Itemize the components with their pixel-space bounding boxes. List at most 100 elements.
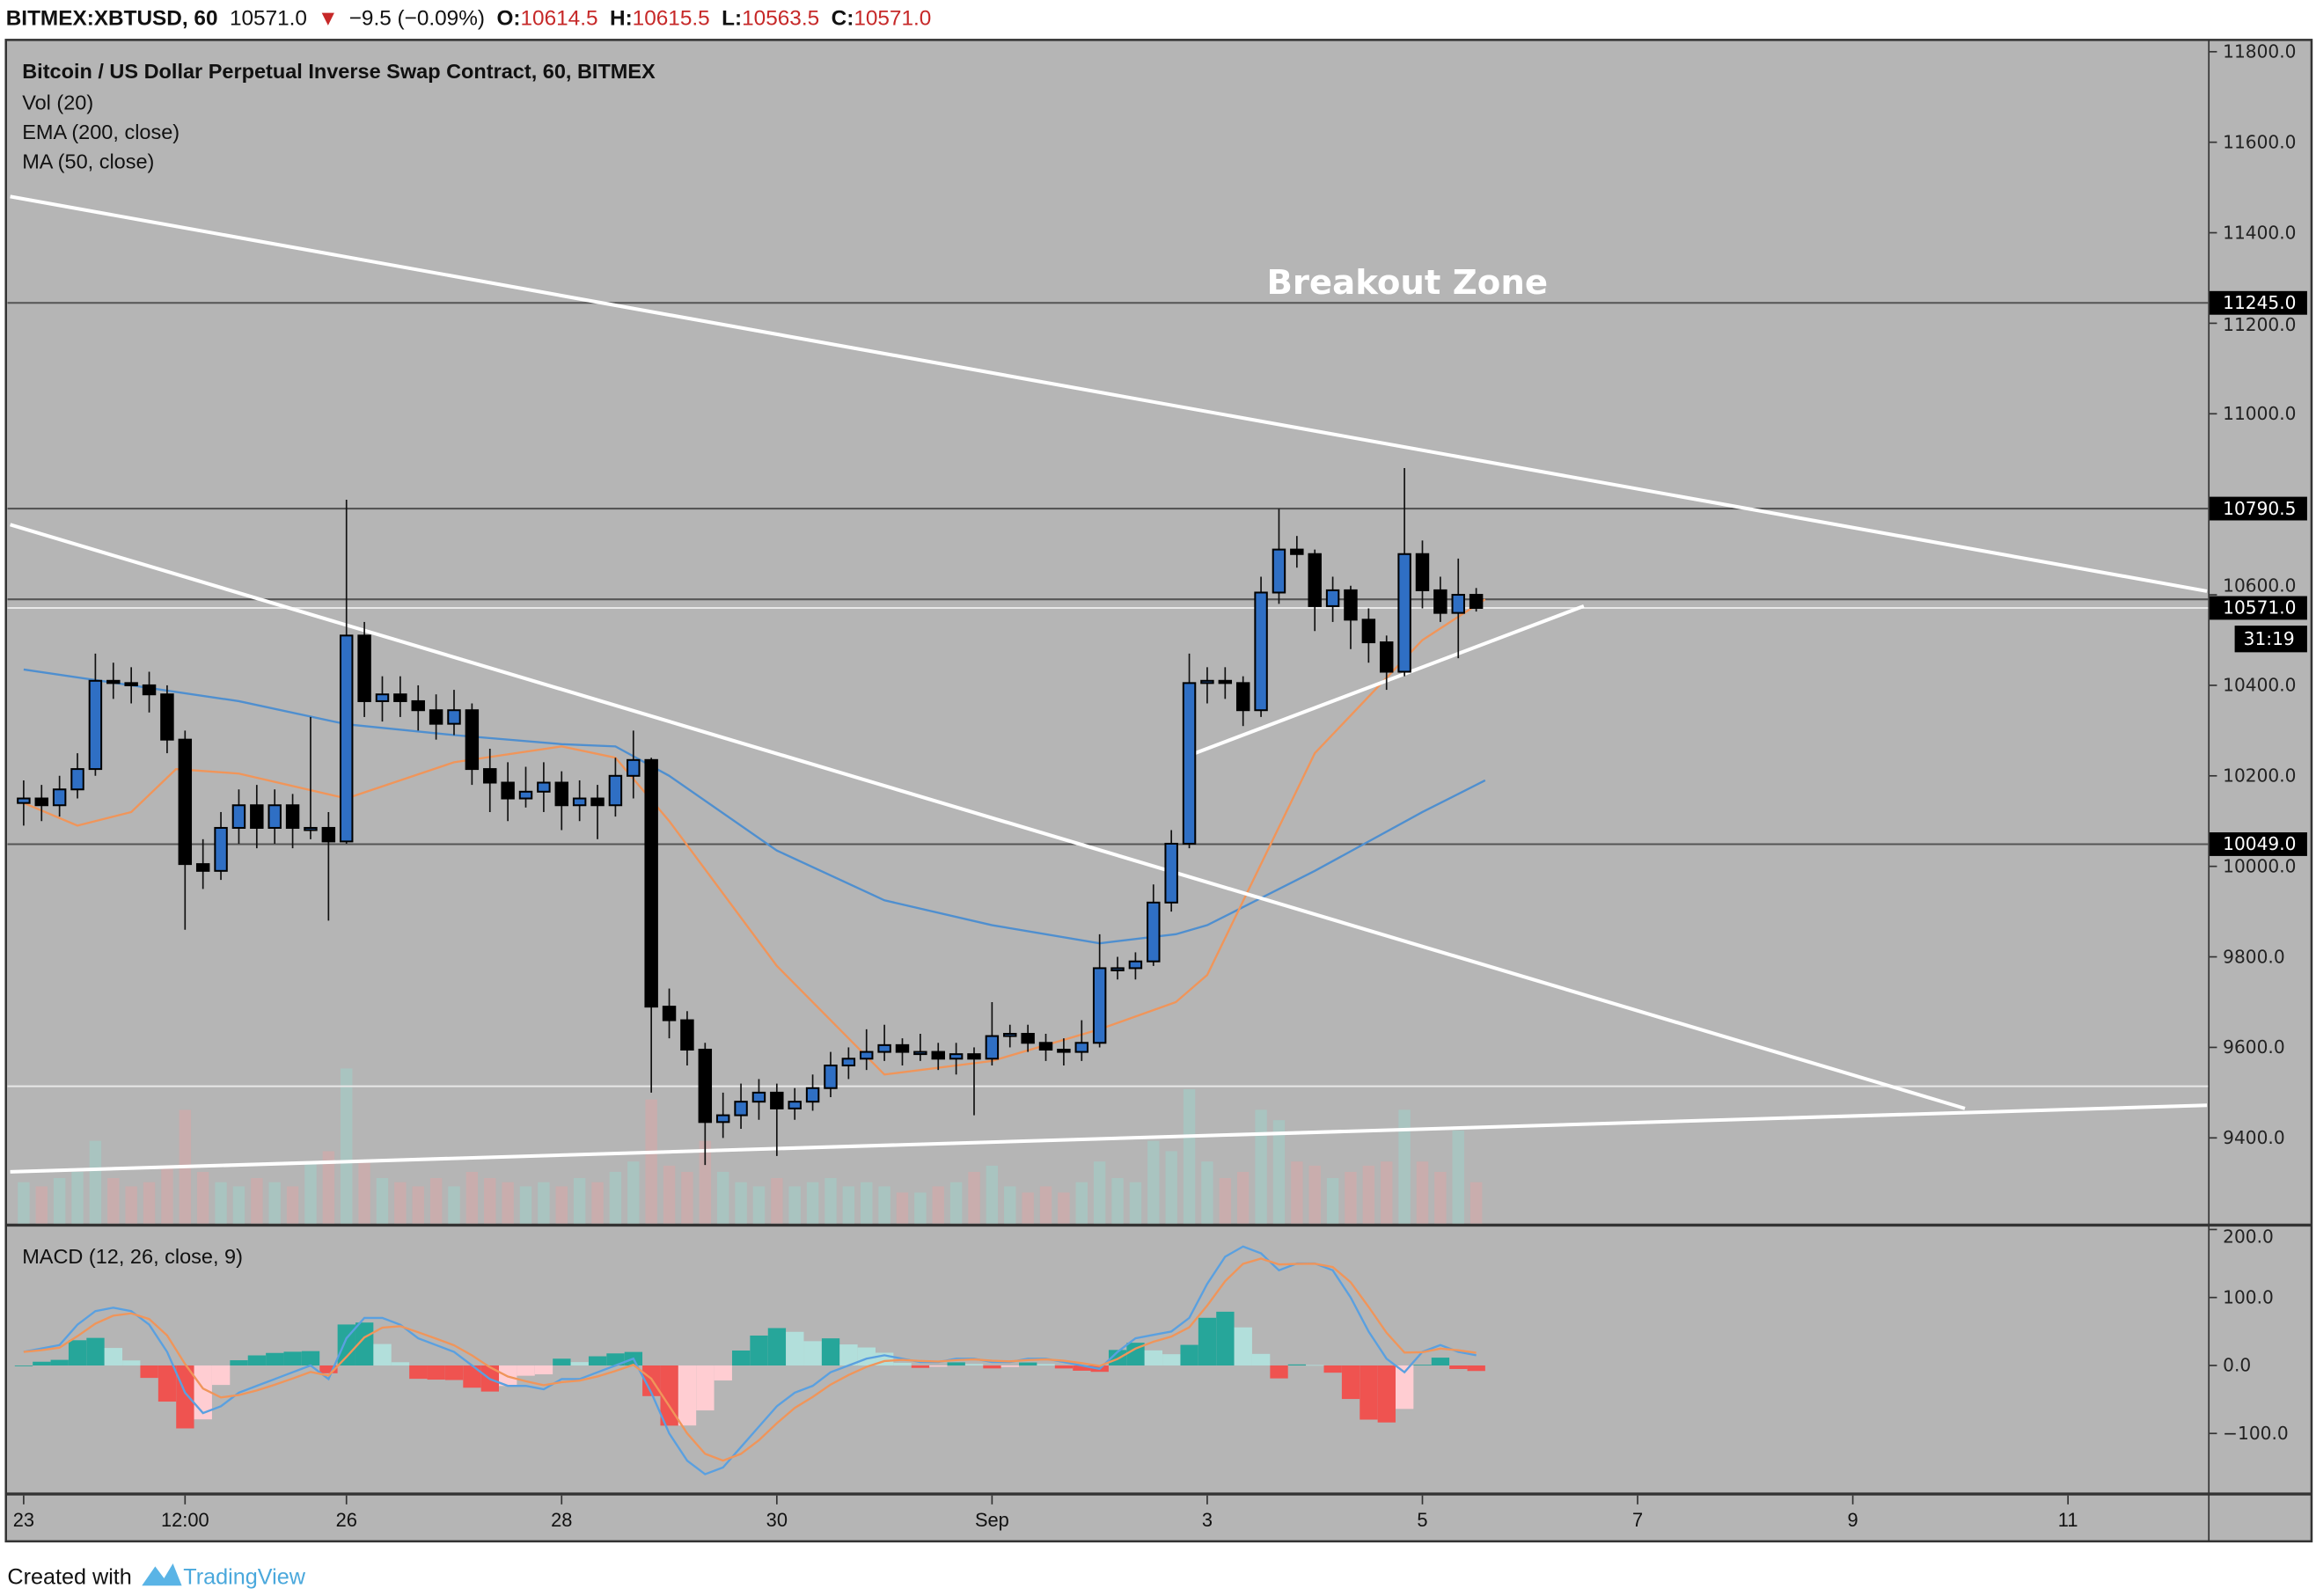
- macd-histogram-bar: [1431, 1358, 1450, 1365]
- candle-body: [824, 1065, 838, 1089]
- high-label: H:: [610, 7, 633, 31]
- macd-histogram-bar: [964, 1364, 984, 1365]
- candle-body: [214, 826, 228, 872]
- macd-histogram-bar: [750, 1335, 768, 1365]
- volume-bar: [484, 1178, 496, 1224]
- price-axis[interactable]: 11245.0 10790.5 10571.0 10049.0 31:19 11800.0…: [2210, 41, 2307, 1149]
- volume-bar: [322, 1151, 335, 1224]
- candle-body: [1074, 1042, 1089, 1053]
- candle-up: [375, 676, 390, 722]
- time-tick-label: Sep: [975, 1509, 1009, 1531]
- candle-down: [124, 667, 138, 704]
- trendline[interactable]: [10, 1103, 2208, 1174]
- candle-body: [1254, 591, 1268, 712]
- macd-tick-label: 0.0: [2223, 1355, 2251, 1376]
- candle-body: [572, 797, 587, 807]
- candle-body: [841, 1058, 856, 1067]
- candle-body: [1218, 679, 1233, 685]
- macd-tick-label: −100.0: [2223, 1423, 2289, 1444]
- candle-up: [788, 1087, 802, 1120]
- volume-bar: [1362, 1165, 1375, 1224]
- macd-histogram-bar: [1323, 1365, 1342, 1373]
- candle-down: [1361, 608, 1376, 663]
- candle-up: [734, 1083, 748, 1130]
- candle-body: [501, 781, 515, 800]
- macd-histogram-bar: [68, 1340, 87, 1365]
- legend-vol: Vol (20): [22, 91, 93, 113]
- macd-histogram-bar: [1396, 1365, 1414, 1409]
- trendline[interactable]: [1192, 604, 1585, 756]
- candle-down: [1038, 1034, 1053, 1061]
- volume-bar: [1022, 1192, 1034, 1224]
- candle-up: [1128, 952, 1143, 980]
- price-pane[interactable]: [7, 194, 2209, 1224]
- macd-histogram-bar: [786, 1331, 804, 1365]
- candle-up: [1200, 667, 1214, 704]
- macd-histogram-bar: [1341, 1365, 1360, 1400]
- time-tick-label: 12:00: [161, 1509, 209, 1531]
- time-tick-label: 30: [766, 1509, 788, 1531]
- candle-body: [447, 709, 461, 725]
- symbol-header: BITMEX:XBTUSD, 60 10571.0 ▼ −9.5 (−0.09%…: [6, 7, 932, 31]
- candle-down: [698, 1043, 713, 1166]
- trendline[interactable]: [10, 523, 1966, 1110]
- tradingview-logo[interactable]: TradingView: [142, 1563, 306, 1590]
- candles: [17, 468, 1484, 1166]
- macd-histogram-bar: [1073, 1365, 1091, 1371]
- candle-up: [1397, 468, 1411, 677]
- candle-body: [88, 679, 103, 771]
- volume-bar: [968, 1171, 980, 1224]
- breakout-zone-label: Breakout Zone: [1266, 263, 1548, 303]
- price-level-label: 10049.0: [2223, 833, 2296, 854]
- candle-body: [590, 797, 605, 807]
- macd-histogram-bar: [983, 1365, 1001, 1369]
- macd-histogram-bar: [1270, 1365, 1288, 1379]
- volume-bar: [1165, 1151, 1177, 1224]
- price-level-label: 10571.0: [2223, 597, 2296, 619]
- candle-body: [1038, 1042, 1053, 1051]
- price-level-badge: [2210, 832, 2307, 856]
- candle-body: [106, 679, 121, 685]
- macd-tick-label: 200.0: [2223, 1226, 2274, 1248]
- chart-frame: [4, 39, 2313, 1543]
- volume-bar: [1398, 1109, 1411, 1224]
- tradingview-brand: TradingView: [183, 1565, 305, 1590]
- volume-bar: [878, 1186, 890, 1224]
- volume-bar: [35, 1186, 48, 1224]
- volume-bar: [340, 1068, 353, 1224]
- candle-up: [877, 1024, 891, 1061]
- macd-histogram-bar: [1449, 1365, 1468, 1370]
- candle-up: [627, 730, 641, 799]
- volume-bar: [286, 1186, 299, 1224]
- candle-down: [644, 758, 658, 1093]
- candle-down: [321, 811, 336, 921]
- candle-up: [214, 811, 228, 881]
- macd-histogram-bar: [266, 1352, 284, 1365]
- macd-histogram-bar: [50, 1359, 69, 1365]
- trendline[interactable]: [10, 194, 2208, 593]
- candle-body: [1361, 619, 1376, 644]
- candle-down: [1290, 536, 1304, 568]
- macd-histogram-bar: [373, 1343, 392, 1365]
- volume-bar: [1219, 1178, 1232, 1224]
- macd-axis[interactable]: 200.0 100.0 0.0 −100.0: [2210, 1226, 2289, 1444]
- candle-body: [1200, 679, 1214, 685]
- volume-bar: [1326, 1178, 1339, 1224]
- candle-body: [1021, 1032, 1035, 1044]
- macd-histogram-bar: [1162, 1354, 1181, 1365]
- volume-bar: [1004, 1186, 1016, 1224]
- macd-histogram-bar: [696, 1365, 715, 1411]
- candle-up: [339, 500, 354, 844]
- candle-body: [285, 804, 300, 829]
- candle-up: [518, 766, 533, 808]
- trendlines[interactable]: [10, 194, 2208, 1174]
- countdown-label: 31:19: [2244, 628, 2295, 649]
- candle-body: [949, 1053, 964, 1060]
- candle-body: [859, 1051, 874, 1060]
- time-tick-label: 26: [336, 1509, 357, 1531]
- ema200-line: [23, 668, 1486, 945]
- candle-body: [518, 790, 533, 800]
- macd-pane[interactable]: [14, 1245, 1485, 1475]
- candle-body: [465, 709, 480, 771]
- time-axis[interactable]: 23 12:00 26 28 30 Sep 3 5 7 9 11: [13, 1495, 2078, 1531]
